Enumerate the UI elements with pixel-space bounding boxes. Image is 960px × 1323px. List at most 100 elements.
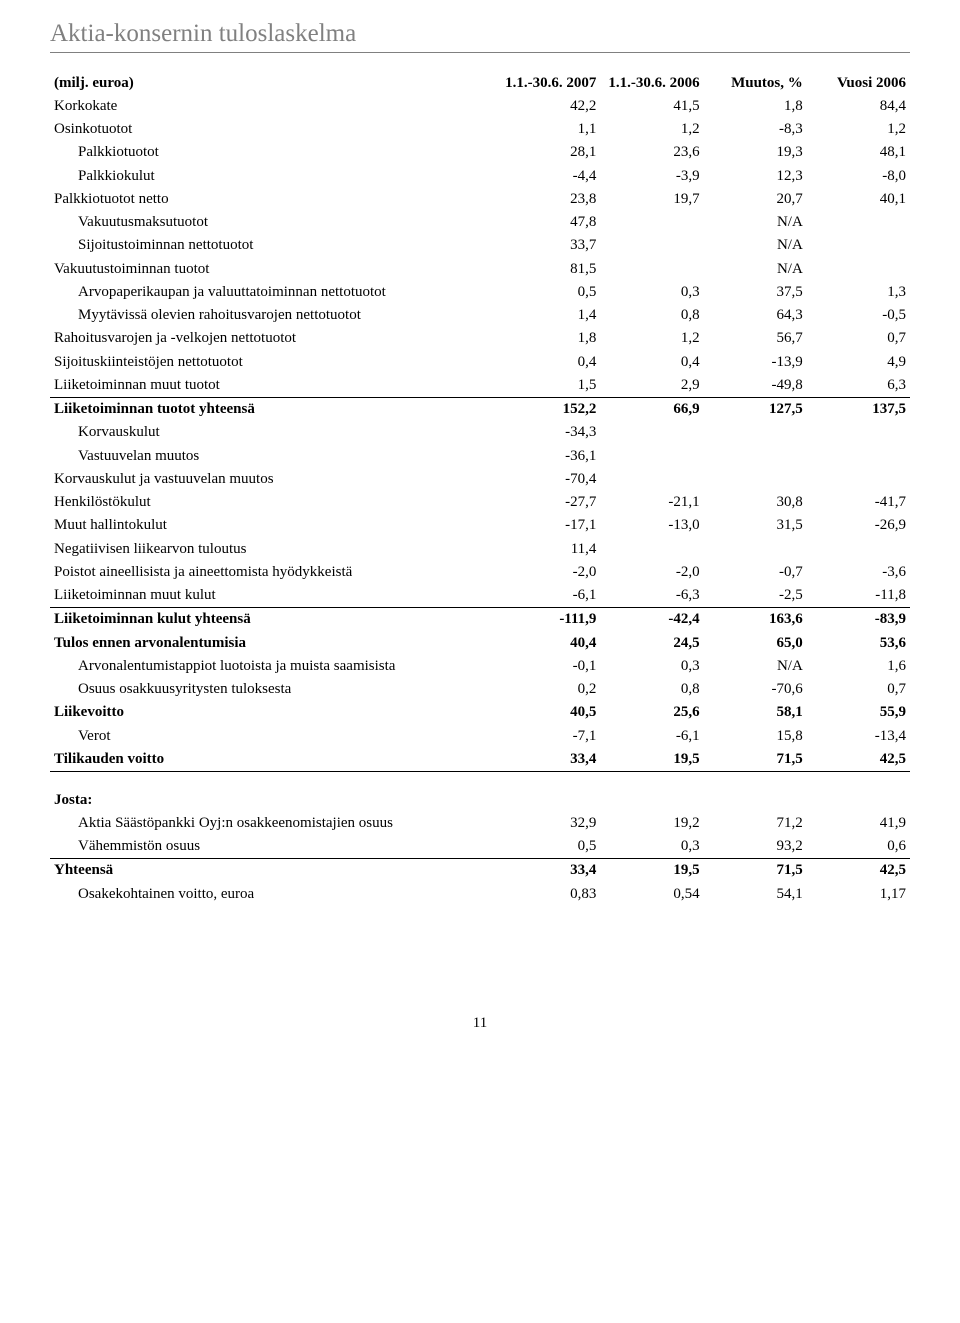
table-row: Vähemmistön osuus0,50,393,20,6 [50, 835, 910, 859]
row-value [807, 211, 910, 234]
row-value: 1,8 [704, 94, 807, 117]
row-value [600, 211, 703, 234]
row-label: Henkilöstökulut [50, 491, 497, 514]
table-row: Henkilöstökulut-27,7-21,130,8-41,7 [50, 491, 910, 514]
row-value [600, 444, 703, 467]
header-col1: 1.1.-30.6. 2007 [497, 71, 600, 94]
row-value: 11,4 [497, 537, 600, 560]
row-value: 23,8 [497, 187, 600, 210]
row-label: Osinkotuotot [50, 118, 497, 141]
row-value: N/A [704, 654, 807, 677]
row-label: Muut hallintokulut [50, 514, 497, 537]
row-value: 1,5 [497, 373, 600, 397]
row-value [807, 257, 910, 280]
row-label: Myytävissä olevien rahoitusvarojen netto… [50, 304, 497, 327]
row-value: 54,1 [704, 882, 807, 905]
table-row: Osuus osakkuusyritysten tuloksesta0,20,8… [50, 678, 910, 701]
row-value [704, 467, 807, 490]
row-value: -70,4 [497, 467, 600, 490]
row-value: 64,3 [704, 304, 807, 327]
row-label: Vakuutustoiminnan tuotot [50, 257, 497, 280]
row-value: -2,5 [704, 584, 807, 608]
table-row: Negatiivisen liikearvon tuloutus11,4 [50, 537, 910, 560]
row-value: 1,17 [807, 882, 910, 905]
row-value: -41,7 [807, 491, 910, 514]
row-value: -3,9 [600, 164, 703, 187]
row-value: -13,4 [807, 724, 910, 747]
row-value: 31,5 [704, 514, 807, 537]
row-value: 1,3 [807, 280, 910, 303]
row-label: Osuus osakkuusyritysten tuloksesta [50, 678, 497, 701]
row-value: 0,3 [600, 280, 703, 303]
row-value: 93,2 [704, 835, 807, 859]
row-value: 0,4 [600, 350, 703, 373]
table-row: Liiketoiminnan tuotot yhteensä152,266,91… [50, 397, 910, 421]
table-row: Korkokate42,241,51,884,4 [50, 94, 910, 117]
row-value: 66,9 [600, 397, 703, 421]
table-row: Liiketoiminnan kulut yhteensä-111,9-42,4… [50, 607, 910, 631]
row-value: 0,4 [497, 350, 600, 373]
table-row: Korvauskulut-34,3 [50, 421, 910, 444]
row-value: 71,5 [704, 747, 807, 771]
row-value: -8,3 [704, 118, 807, 141]
row-label: Tilikauden voitto [50, 747, 497, 771]
row-value [600, 421, 703, 444]
row-value: 40,4 [497, 631, 600, 654]
row-value: 23,6 [600, 141, 703, 164]
row-value: -34,3 [497, 421, 600, 444]
row-value: 58,1 [704, 701, 807, 724]
row-value: 41,5 [600, 94, 703, 117]
table-row: Liikevoitto40,525,658,155,9 [50, 701, 910, 724]
row-value: 65,0 [704, 631, 807, 654]
row-label: Vastuuvelan muutos [50, 444, 497, 467]
row-value: -17,1 [497, 514, 600, 537]
row-value: -70,6 [704, 678, 807, 701]
row-value: 81,5 [497, 257, 600, 280]
row-value: 56,7 [704, 327, 807, 350]
table-row: Osinkotuotot1,11,2-8,31,2 [50, 118, 910, 141]
table-row: Korvauskulut ja vastuuvelan muutos-70,4 [50, 467, 910, 490]
row-value [600, 467, 703, 490]
row-label: Vakuutusmaksutuotot [50, 211, 497, 234]
row-value [807, 467, 910, 490]
row-value: 1,4 [497, 304, 600, 327]
row-value: 0,6 [807, 835, 910, 859]
row-label: Liiketoiminnan tuotot yhteensä [50, 397, 497, 421]
row-value [807, 537, 910, 560]
row-value: 163,6 [704, 607, 807, 631]
row-label: Liiketoiminnan muut kulut [50, 584, 497, 608]
table-row: Arvonalentumistappiot luotoista ja muist… [50, 654, 910, 677]
row-value: -4,4 [497, 164, 600, 187]
row-value: 1,6 [807, 654, 910, 677]
row-label: Liiketoiminnan muut tuotot [50, 373, 497, 397]
row-label: Verot [50, 724, 497, 747]
row-value: 2,9 [600, 373, 703, 397]
row-value: 24,5 [600, 631, 703, 654]
row-label: Korvauskulut [50, 421, 497, 444]
row-value [704, 444, 807, 467]
row-value: 0,54 [600, 882, 703, 905]
row-value: -0,7 [704, 560, 807, 583]
row-label: Korvauskulut ja vastuuvelan muutos [50, 467, 497, 490]
row-label: Tulos ennen arvonalentumisia [50, 631, 497, 654]
row-value: 55,9 [807, 701, 910, 724]
row-value: 1,2 [600, 118, 703, 141]
header-col2: 1.1.-30.6. 2006 [600, 71, 703, 94]
row-value: N/A [704, 257, 807, 280]
row-value: -36,1 [497, 444, 600, 467]
row-value [600, 257, 703, 280]
row-value: 33,4 [497, 747, 600, 771]
table-row: Palkkiotuotot28,123,619,348,1 [50, 141, 910, 164]
row-label: Korkokate [50, 94, 497, 117]
table-row: Sijoituskiinteistöjen nettotuotot0,40,4-… [50, 350, 910, 373]
row-label: Liikevoitto [50, 701, 497, 724]
row-value: 32,9 [497, 811, 600, 834]
row-value: -7,1 [497, 724, 600, 747]
table-row: Tilikauden voitto33,419,571,542,5 [50, 747, 910, 771]
table-row: Tulos ennen arvonalentumisia40,424,565,0… [50, 631, 910, 654]
row-value [704, 537, 807, 560]
row-value: -6,1 [497, 584, 600, 608]
table-row: Liiketoiminnan muut kulut-6,1-6,3-2,5-11… [50, 584, 910, 608]
row-label: Osakekohtainen voitto, euroa [50, 882, 497, 905]
row-value: 33,7 [497, 234, 600, 257]
